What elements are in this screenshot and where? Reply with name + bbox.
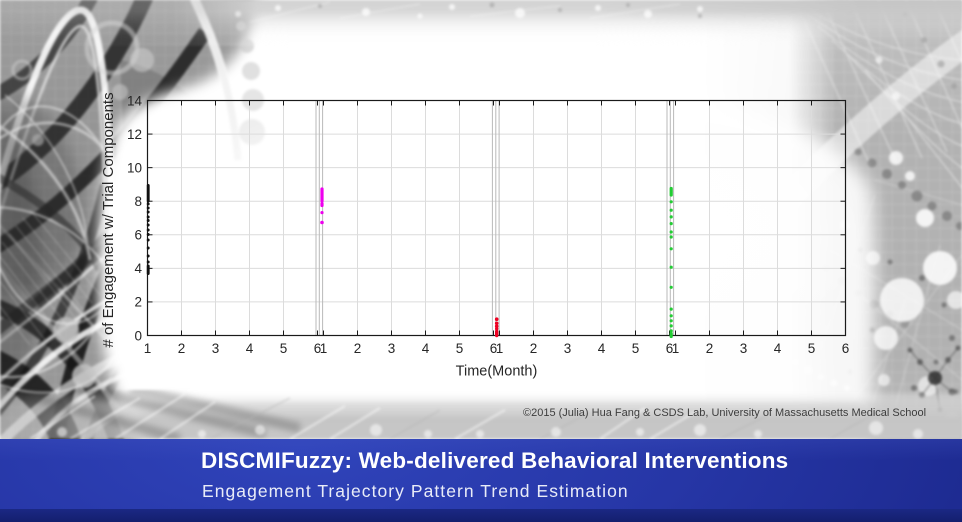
- svg-text:6: 6: [842, 341, 850, 356]
- svg-text:2: 2: [178, 341, 186, 356]
- svg-text:6: 6: [134, 228, 142, 243]
- svg-text:1: 1: [144, 341, 152, 356]
- svg-text:3: 3: [388, 341, 396, 356]
- svg-text:4: 4: [774, 341, 782, 356]
- svg-text:Time(Month): Time(Month): [456, 364, 538, 380]
- svg-text:5: 5: [280, 341, 288, 356]
- svg-text:1: 1: [672, 341, 680, 356]
- svg-text:4: 4: [598, 341, 606, 356]
- svg-text:3: 3: [740, 341, 748, 356]
- svg-text:3: 3: [212, 341, 220, 356]
- svg-text:6: 6: [490, 341, 498, 356]
- svg-text:3: 3: [564, 341, 572, 356]
- svg-text:8: 8: [134, 194, 142, 209]
- svg-text:4: 4: [422, 341, 430, 356]
- svg-text:2: 2: [134, 295, 142, 310]
- svg-text:10: 10: [127, 160, 142, 175]
- svg-text:6: 6: [314, 341, 322, 356]
- svg-text:5: 5: [808, 341, 816, 356]
- svg-text:0: 0: [134, 328, 142, 343]
- svg-text:1: 1: [496, 341, 504, 356]
- svg-text:2: 2: [530, 341, 538, 356]
- svg-text:14: 14: [127, 93, 143, 108]
- svg-text:1: 1: [320, 341, 328, 356]
- svg-text:4: 4: [246, 341, 254, 356]
- svg-text:12: 12: [127, 127, 142, 142]
- svg-text:4: 4: [134, 261, 142, 276]
- svg-text:5: 5: [456, 341, 464, 356]
- svg-text:2: 2: [354, 341, 362, 356]
- svg-text:6: 6: [666, 341, 674, 356]
- svg-text:2: 2: [706, 341, 714, 356]
- svg-text:# of Engagement w/ Trial Compo: # of Engagement w/ Trial Components: [100, 92, 117, 347]
- svg-text:5: 5: [632, 341, 640, 356]
